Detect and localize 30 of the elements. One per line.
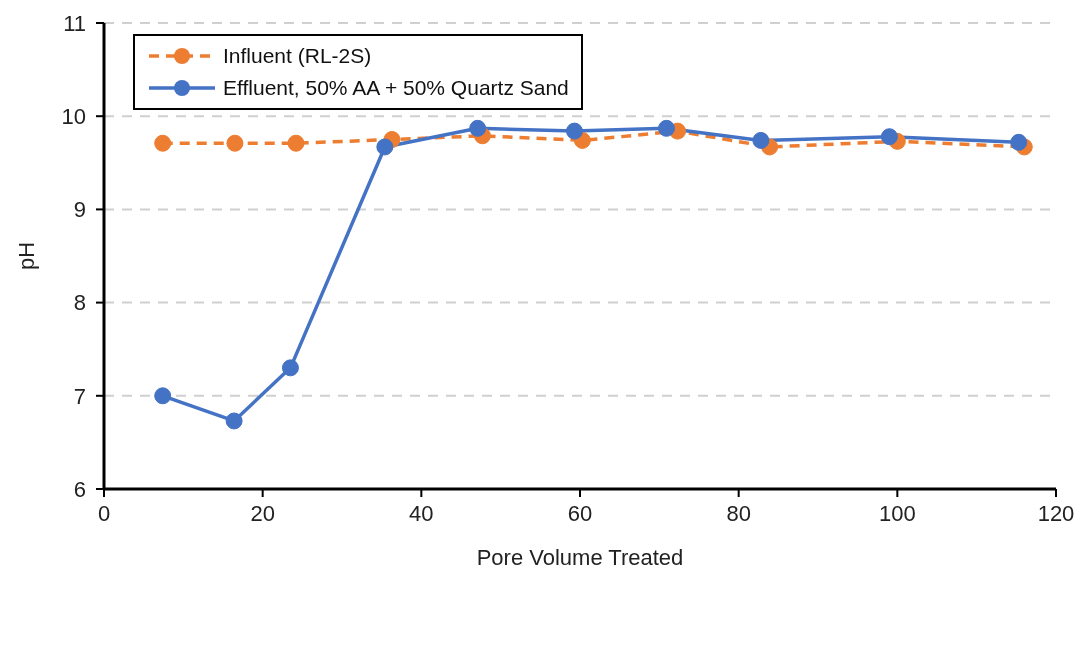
point: [225, 412, 243, 430]
y-tick-label: 6: [73, 476, 86, 502]
x-tick-label: 20: [250, 500, 275, 526]
point: [657, 119, 675, 137]
point: [226, 134, 244, 152]
x-tick-label: 0: [97, 500, 111, 526]
point: [281, 359, 299, 377]
y-axis-title: pH: [13, 241, 39, 271]
y-tick-label: 7: [73, 383, 86, 409]
point: [154, 387, 172, 405]
x-tick-label: 40: [409, 500, 434, 526]
x-tick-label: 60: [567, 500, 593, 526]
x-axis-title: Pore Volume Treated: [476, 545, 684, 570]
x-tick-label: 100: [878, 500, 916, 526]
point: [880, 128, 898, 146]
y-tick-label: 11: [63, 10, 86, 36]
point: [287, 134, 305, 152]
point: [565, 122, 583, 140]
legend-label: Influent (RL-2S): [223, 44, 372, 68]
x-tick-label: 120: [1037, 500, 1075, 526]
point: [469, 119, 487, 137]
point: [1010, 133, 1028, 151]
legend-label: Effluent, 50% AA + 50% Quartz Sand: [223, 76, 569, 100]
y-tick-label: 10: [61, 104, 86, 130]
point: [752, 131, 770, 149]
point: [376, 138, 394, 156]
point: [154, 134, 172, 152]
y-tick-label: 9: [73, 197, 86, 223]
x-tick-label: 80: [726, 500, 751, 526]
y-tick-label: 8: [73, 290, 86, 316]
